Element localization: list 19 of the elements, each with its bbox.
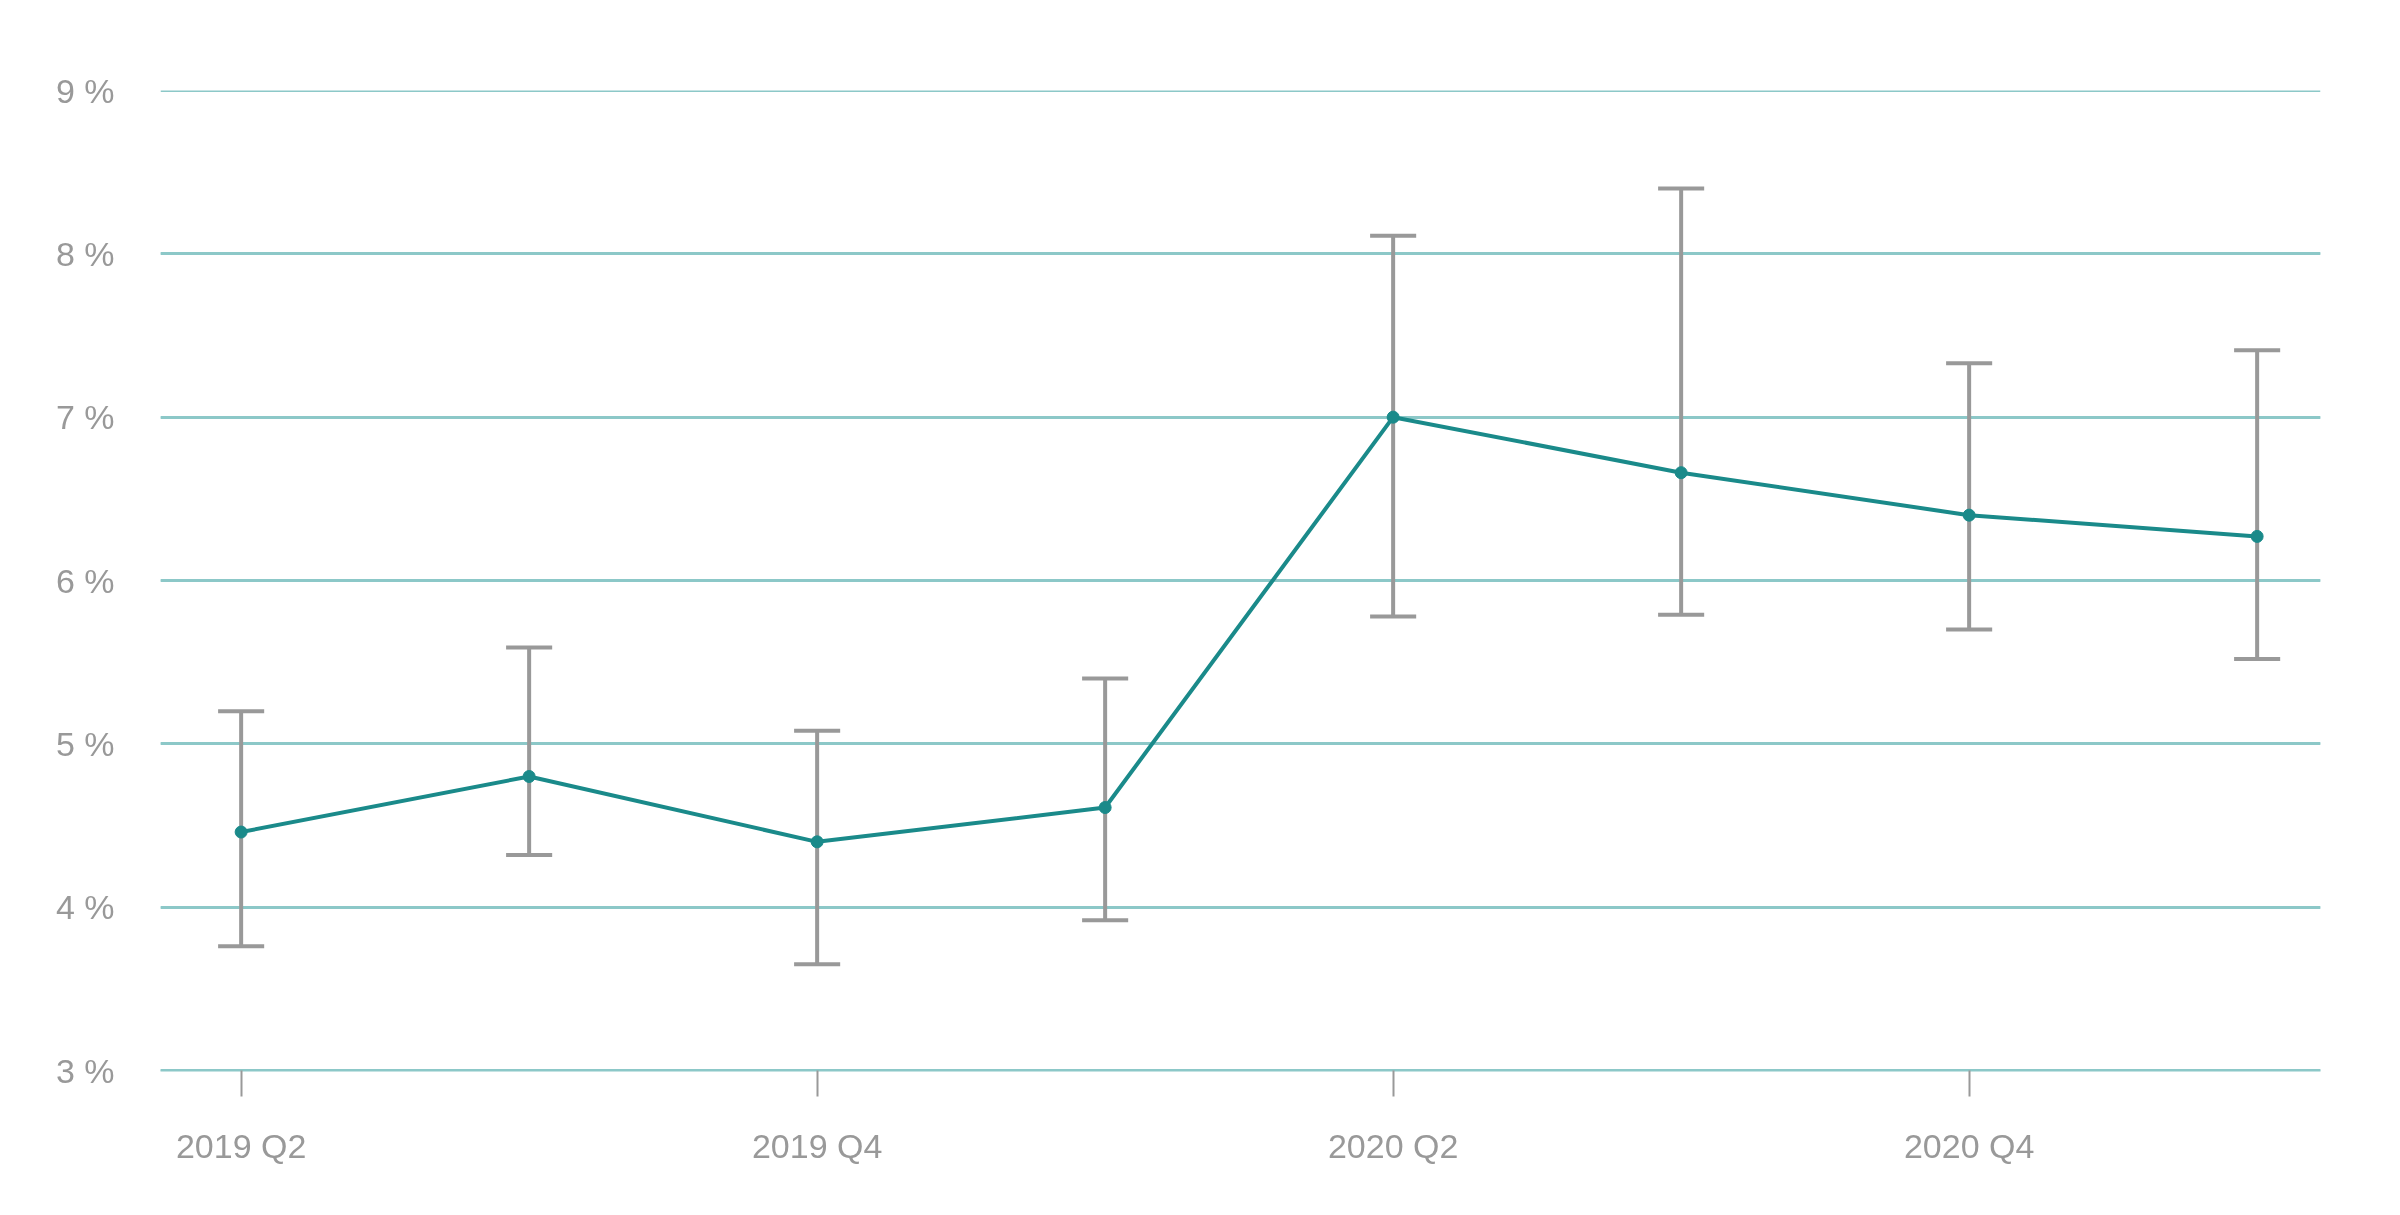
- y-tick-label: 8 %: [55, 234, 115, 273]
- y-tick-label: 4 %: [55, 888, 115, 927]
- y-tick-label: 6 %: [55, 561, 115, 600]
- y-tick-label: 9 %: [55, 71, 115, 110]
- x-tick-label: 2020 Q2: [1327, 1126, 1459, 1165]
- point: [1674, 466, 1688, 480]
- y-tick-label: 3 %: [55, 1051, 115, 1090]
- point: [2250, 529, 2264, 543]
- x-tick-label: 2020 Q4: [1903, 1126, 2035, 1165]
- point: [234, 825, 248, 839]
- point: [810, 835, 824, 849]
- point: [1386, 410, 1400, 424]
- point: [522, 770, 536, 783]
- point: [1098, 801, 1112, 815]
- y-tick-label: 7 %: [55, 398, 115, 437]
- x-tick-label: 2019 Q4: [751, 1126, 883, 1165]
- point: [1962, 508, 1976, 522]
- y-tick-label: 5 %: [55, 724, 115, 763]
- x-tick-label: 2019 Q2: [175, 1126, 307, 1165]
